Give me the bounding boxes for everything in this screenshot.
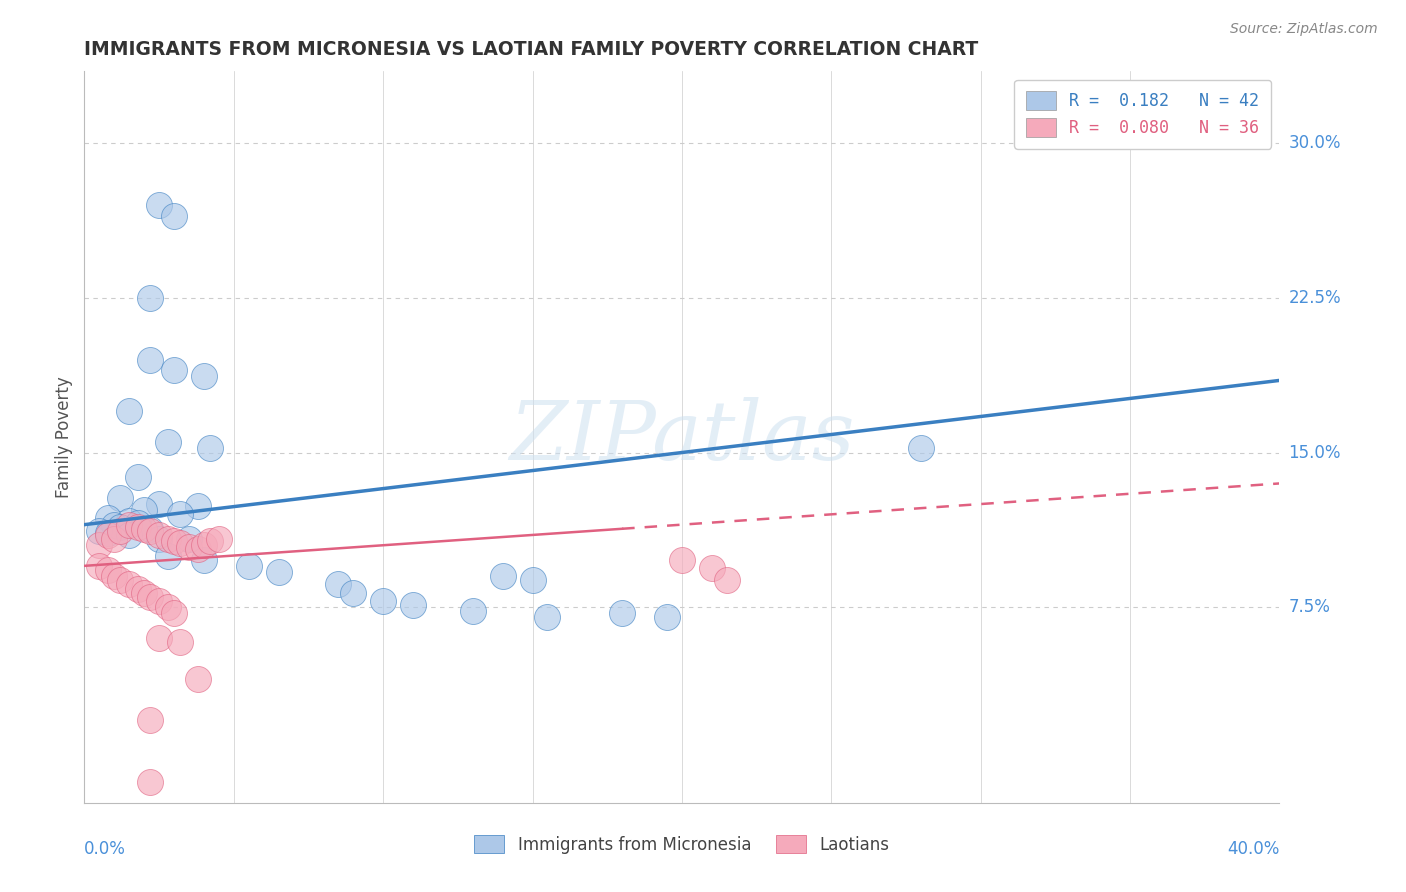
Point [118,404,141,418]
Point [910,442,932,456]
Point [169,635,191,649]
Point [139,590,162,604]
Point [148,198,170,212]
Point [187,542,209,557]
Point [522,574,544,588]
Text: 22.5%: 22.5% [1288,289,1341,307]
Point [148,528,170,542]
Point [127,470,149,484]
Point [103,517,125,532]
Y-axis label: Family Poverty: Family Poverty [55,376,73,498]
Point [148,532,170,546]
Point [148,497,170,511]
Point [208,532,231,546]
Point [163,534,186,549]
Point [373,594,395,608]
Text: IMMIGRANTS FROM MICRONESIA VS LAOTIAN FAMILY POVERTY CORRELATION CHART: IMMIGRANTS FROM MICRONESIA VS LAOTIAN FA… [84,39,979,59]
Point [118,528,141,542]
Point [177,532,200,546]
Point [655,610,678,624]
Text: 40.0%: 40.0% [1227,840,1279,858]
Point [238,558,260,573]
Point [157,549,180,563]
Point [110,519,132,533]
Point [139,352,162,367]
Point [89,558,111,573]
Point [118,577,141,591]
Point [1329,379,1351,393]
Point [148,631,170,645]
Point [139,291,162,305]
Point [716,574,738,588]
Point [103,532,125,546]
Point [118,514,141,528]
Point [198,442,221,456]
Point [461,604,484,618]
Point [110,574,132,588]
Text: 0.0%: 0.0% [84,840,127,858]
Point [97,563,120,577]
Point [127,582,149,596]
Point [97,525,120,540]
Text: 15.0%: 15.0% [1288,443,1341,461]
Text: ZIPatlas: ZIPatlas [509,397,855,477]
Point [342,585,364,599]
Point [127,519,149,533]
Point [163,606,186,620]
Point [700,561,723,575]
Point [612,606,634,620]
Point [198,534,221,549]
Point [110,491,132,505]
Point [193,369,215,384]
Point [139,714,162,728]
Point [328,577,350,591]
Point [193,552,215,566]
Point [132,503,156,517]
Point [103,569,125,583]
Text: 7.5%: 7.5% [1288,598,1330,616]
Point [177,541,200,555]
Point [163,209,186,223]
Point [139,524,162,538]
Point [97,528,120,542]
Point [402,598,425,612]
Point [187,499,209,513]
Point [97,511,120,525]
Text: 30.0%: 30.0% [1288,135,1341,153]
Point [157,435,180,450]
Point [139,775,162,789]
Point [148,594,170,608]
Point [132,522,156,536]
Legend: Immigrants from Micronesia, Laotians: Immigrants from Micronesia, Laotians [468,829,896,860]
Point [157,532,180,546]
Point [536,610,558,624]
Point [132,585,156,599]
Point [187,672,209,686]
Point [492,569,515,583]
Point [127,516,149,530]
Text: Source: ZipAtlas.com: Source: ZipAtlas.com [1230,22,1378,37]
Point [89,538,111,552]
Point [169,536,191,550]
Point [139,522,162,536]
Point [110,524,132,538]
Point [671,552,693,566]
Point [267,565,290,579]
Point [163,363,186,377]
Point [89,524,111,538]
Point [118,517,141,532]
Point [193,538,215,552]
Point [169,508,191,522]
Point [157,600,180,615]
